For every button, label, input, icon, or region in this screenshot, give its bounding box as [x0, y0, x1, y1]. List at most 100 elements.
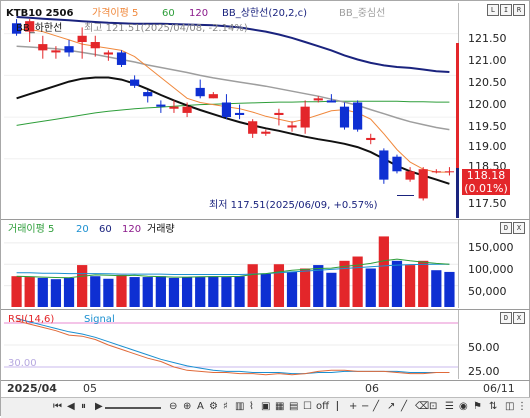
- pane-left-button[interactable]: L: [487, 4, 499, 16]
- price-chart: [4, 16, 458, 201]
- crosshair-icon[interactable]: +: [349, 401, 358, 412]
- volume-bar: [391, 260, 403, 307]
- candle-body: [169, 106, 179, 109]
- prev-icon[interactable]: ◀: [67, 401, 75, 412]
- more-icon[interactable]: ⋮: [517, 401, 527, 412]
- high-annotation: 최고 121.51(2025/04/08, -2.14%): [84, 23, 248, 34]
- volume-bar: [195, 277, 206, 307]
- bb-lower-label: BB_하한선: [16, 23, 63, 34]
- candle-body: [11, 23, 22, 34]
- next-icon[interactable]: ▶: [95, 401, 103, 412]
- candle-body: [25, 21, 35, 32]
- bb-lower-line: [16, 76, 450, 185]
- volume-chart: [4, 236, 458, 307]
- chart-toolbar: ⏮ ◀ ⏸ ▶ ⊖ ⊕ A ⚙ ♯ ▥ ⌇ ▣ ▦ ▤ ☐ off ⎸ + − …: [1, 397, 530, 418]
- eye-icon[interactable]: ◉: [459, 401, 468, 412]
- candle-body: [234, 112, 245, 115]
- volume-bar: [155, 276, 166, 307]
- pane-detach-button[interactable]: D: [500, 312, 512, 324]
- candle-body: [379, 150, 389, 180]
- pane-divider[interactable]: [1, 219, 530, 220]
- text-tool-icon[interactable]: A: [197, 401, 204, 412]
- pause-icon[interactable]: ⏸: [81, 401, 86, 412]
- price-tick: 117.50: [468, 197, 507, 210]
- vol-ma20-label: 20: [76, 224, 89, 235]
- layout-icon[interactable]: ◫: [505, 401, 515, 412]
- volume-bar: [339, 260, 350, 307]
- volume-bar: [352, 256, 363, 307]
- list-icon[interactable]: ☰: [445, 401, 454, 412]
- price-pane[interactable]: KTB10 2506 가격이평 5 60 120 BB_상한선(20,2,c) …: [4, 3, 458, 218]
- grid-icon[interactable]: ▦: [275, 401, 285, 412]
- volume-pane-buttons: D X: [500, 222, 525, 234]
- bb-mid-line: [16, 45, 450, 131]
- trend-line-icon[interactable]: ╱: [373, 401, 380, 412]
- candle-body: [444, 171, 455, 173]
- scroll-slider[interactable]: [105, 407, 161, 409]
- current-change: (0.01%): [464, 182, 508, 195]
- candle-body: [143, 92, 153, 97]
- off-toggle[interactable]: off: [316, 401, 330, 412]
- pane-close-button[interactable]: X: [513, 312, 525, 324]
- candle-body: [300, 106, 310, 128]
- candle-body: [313, 98, 323, 101]
- line-icon[interactable]: ⌇: [249, 401, 254, 412]
- volume-bar: [168, 277, 180, 307]
- volume-bar: [50, 279, 62, 307]
- volume-bar: [326, 272, 337, 307]
- candle-body: [366, 137, 376, 141]
- pane-detach-button[interactable]: D: [500, 222, 512, 234]
- date-label: 06: [365, 382, 379, 395]
- date-label: 2025/04: [7, 382, 57, 395]
- lock-icon[interactable]: ⊡: [429, 401, 438, 412]
- pen-icon[interactable]: ╱: [401, 401, 408, 412]
- rsi-line: [16, 320, 450, 376]
- pin-icon[interactable]: ⚑: [473, 401, 482, 412]
- rsi-tick: 50.00: [468, 341, 500, 354]
- erase-icon[interactable]: ⌫: [415, 401, 430, 412]
- candle-body: [431, 171, 441, 173]
- zoom-in-icon[interactable]: ⊕: [183, 401, 192, 412]
- volume-axis[interactable]: [458, 220, 529, 308]
- ma60-line: [16, 100, 450, 126]
- candle-body: [248, 121, 258, 134]
- split-icon[interactable]: ⎸: [337, 401, 347, 412]
- pane-right-button[interactable]: R: [513, 4, 525, 16]
- bar-icon[interactable]: ▥: [235, 401, 245, 412]
- candle-body: [116, 52, 127, 65]
- pane-info-button[interactable]: I: [500, 4, 512, 16]
- pane-divider: [1, 380, 530, 381]
- vol-ma120-label: 120: [122, 224, 142, 235]
- pane-close-button[interactable]: X: [513, 222, 525, 234]
- volume-bar: [208, 276, 219, 307]
- first-icon[interactable]: ⏮: [53, 401, 62, 412]
- candle-body: [208, 94, 218, 99]
- rsi-pane[interactable]: RSI(14,6) Signal 30.00: [4, 310, 458, 379]
- sync-icon[interactable]: ⇅: [489, 401, 498, 412]
- save-icon[interactable]: ▤: [289, 401, 299, 412]
- price-tick: 121.50: [468, 32, 507, 45]
- volume-bar: [313, 265, 324, 307]
- settings-icon[interactable]: ⚙: [209, 401, 218, 412]
- ma5-line: [16, 29, 450, 173]
- price-tick: 119.00: [468, 140, 507, 153]
- chart-icon[interactable]: ☐: [303, 401, 312, 412]
- rsi-level-label: 30.00: [8, 358, 37, 369]
- volume-bar: [404, 265, 416, 307]
- pane-divider[interactable]: [1, 309, 530, 310]
- ma60-label: 60: [162, 8, 175, 19]
- curve-icon[interactable]: ↗: [387, 401, 396, 412]
- candle-body: [221, 102, 232, 118]
- volume-bar: [431, 270, 442, 307]
- zoom-out-icon[interactable]: ⊖: [169, 401, 178, 412]
- indicator-icon[interactable]: ♯: [223, 401, 228, 412]
- minus-icon[interactable]: −: [361, 401, 370, 412]
- volume-pane[interactable]: 거래이평 5 20 60 120 거래량: [4, 220, 458, 308]
- candle-body: [339, 106, 350, 128]
- volume-bar: [181, 277, 193, 307]
- signal-label: Signal: [84, 314, 115, 325]
- volume-ma20-line: [16, 263, 450, 275]
- current-price-tag: 118.18 (0.01%): [462, 169, 510, 195]
- print-icon[interactable]: ▣: [261, 401, 271, 412]
- candle-body: [51, 50, 61, 53]
